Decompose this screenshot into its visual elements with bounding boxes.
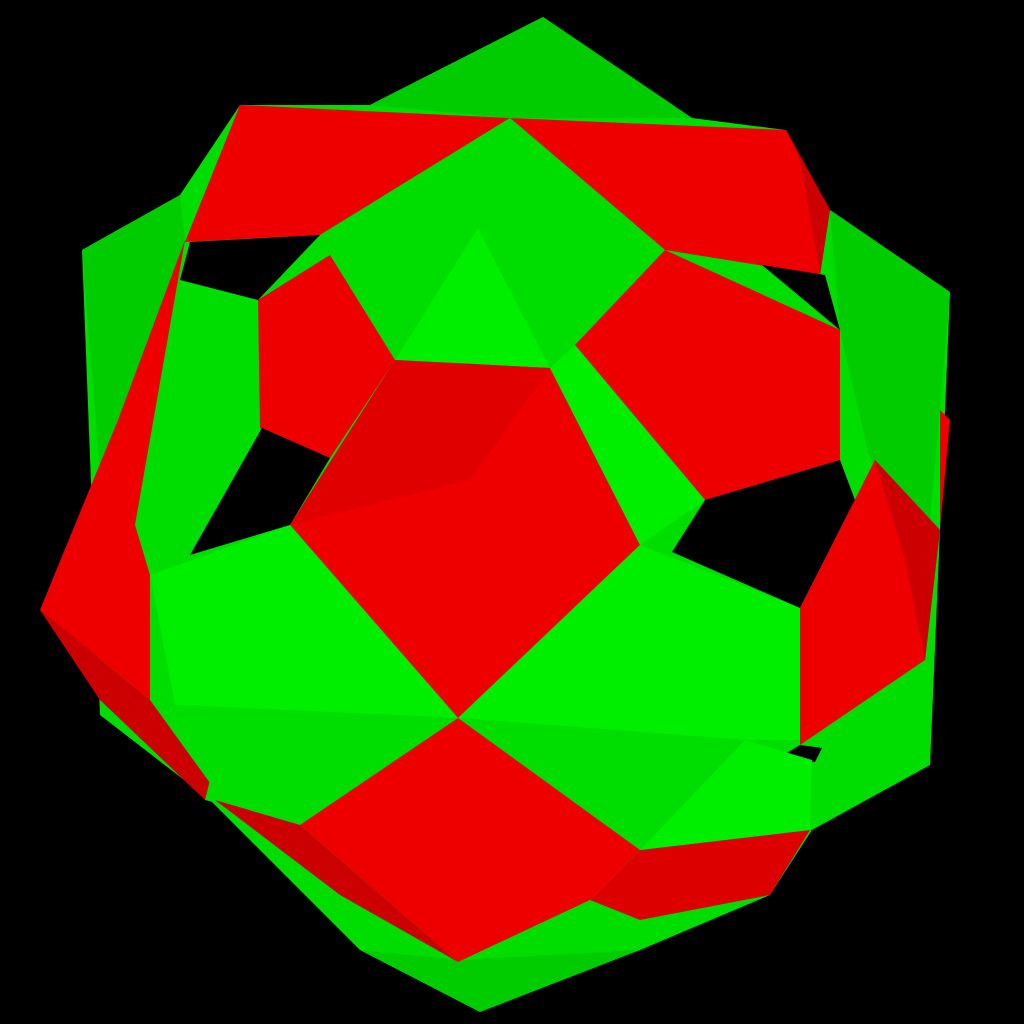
red-top-band — [185, 105, 830, 275]
hole-right — [672, 460, 855, 608]
green-top-center-light — [395, 228, 550, 368]
green-lower-right-band — [458, 718, 745, 880]
green-facet-top — [370, 17, 692, 118]
red-pentagon-left — [258, 255, 395, 458]
red-top-right-shade — [786, 130, 830, 275]
red-bottom-rim — [215, 800, 458, 962]
green-lower-left — [150, 525, 458, 718]
green-lower-right — [458, 545, 800, 740]
red-right-strip-shade — [875, 460, 940, 660]
green-facet-bottom — [360, 950, 640, 1012]
green-mid-right — [550, 345, 705, 545]
red-pentagon-center-shade — [290, 360, 550, 525]
red-diamond-bottom — [300, 718, 640, 962]
green-lower-left-band — [175, 705, 458, 825]
green-lower-left-shade — [150, 575, 175, 705]
red-left-strip-shade — [40, 610, 215, 800]
red-left-strip — [40, 240, 185, 700]
green-bottom-right — [640, 740, 812, 850]
red-bottom-right-rim — [590, 830, 810, 920]
hole-upper-right — [762, 265, 840, 330]
green-top-center — [320, 118, 665, 368]
green-facet-left — [82, 195, 185, 470]
hole-left — [190, 428, 330, 555]
hole-upper-left — [180, 235, 320, 300]
red-pentagon-upper-right — [575, 250, 840, 500]
green-facet-right — [830, 210, 950, 520]
red-right-tail — [940, 410, 950, 530]
